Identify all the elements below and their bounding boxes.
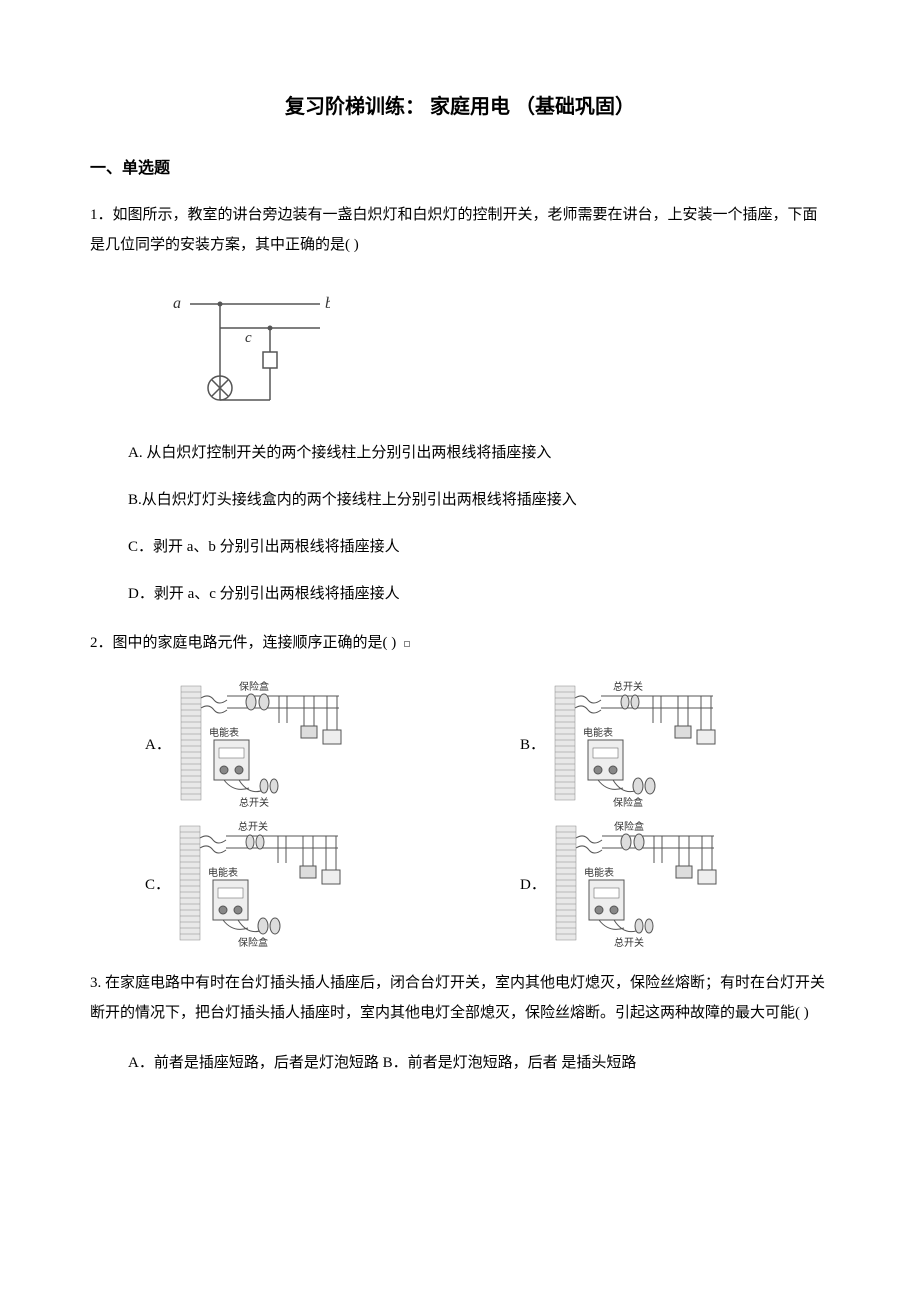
page-title: 复习阶梯训练： 家庭用电 （基础巩固） <box>90 90 830 119</box>
q3-options-ab: A．前者是插座短路，后者是灯泡短路 B．前者是灯泡短路，后者 是插头短路 <box>128 1048 830 1078</box>
q1-option-c: C．剥开 a、b 分别引出两根线将插座接人 <box>128 534 830 561</box>
label-b-text: b <box>325 295 330 312</box>
question-2-text: 2．图中的家庭电路元件，连接顺序正确的是( ) <box>90 628 830 658</box>
svg-text:保险盒: 保险盒 <box>613 796 643 808</box>
q2-diagram-c: 总开关 电能表 保险盒 <box>178 818 348 948</box>
svg-text:电能表: 电能表 <box>209 726 239 739</box>
node-1 <box>218 302 223 307</box>
svg-text:总开关: 总开关 <box>238 820 268 833</box>
svg-text:保险盒: 保险盒 <box>614 820 644 833</box>
q2-letter-b: B． <box>520 733 545 754</box>
q2-text-content: 2．图中的家庭电路元件，连接顺序正确的是( ) <box>90 635 396 651</box>
q2-cell-c: C． 总开关 电能表 保险盒 <box>90 818 460 948</box>
q1-option-d: D．剥开 a、c 分别引出两根线将插座接人 <box>128 581 830 608</box>
q2-letter-a: A． <box>145 733 171 754</box>
q2-cell-a: A． 保险盒 电能表 总开关 <box>90 678 460 808</box>
question-3-text: 3. 在家庭电路中有时在台灯插头插人插座后，闭合台灯开关，室内其他电灯熄灭，保险… <box>90 968 830 1028</box>
q2-letter-c: C． <box>145 873 170 894</box>
svg-text:总开关: 总开关 <box>239 796 269 808</box>
q1-options: A. 从白炽灯控制开关的两个接线柱上分别引出两根线将插座接入 B.从白炽灯灯头接… <box>128 440 830 608</box>
node-2 <box>268 326 273 331</box>
svg-text:保险盒: 保险盒 <box>238 936 268 948</box>
section-header: 一、单选题 <box>90 154 830 178</box>
q2-letter-d: D． <box>520 873 546 894</box>
q1-option-a: A. 从白炽灯控制开关的两个接线柱上分别引出两根线将插座接入 <box>128 440 830 467</box>
q1-option-b: B.从白炽灯灯头接线盒内的两个接线柱上分别引出两根线将插座接入 <box>128 487 830 514</box>
q2-cell-b: B． 总开关 电能表 保险盒 <box>460 678 830 808</box>
q2-diagram-b: 总开关 电能表 保险盒 <box>553 678 723 808</box>
svg-text:总开关: 总开关 <box>613 680 643 693</box>
q2-cell-d: D． 保险盒 电能表 总开关 <box>460 818 830 948</box>
svg-text:保险盒: 保险盒 <box>239 680 269 693</box>
q2-diagram-a: 保险盒 电能表 总开关 <box>179 678 349 808</box>
q2-row-1: A． 保险盒 电能表 总开关 <box>90 678 830 808</box>
svg-text:电能表: 电能表 <box>208 866 238 879</box>
q2-row-2: C． 总开关 电能表 保险盒 <box>90 818 830 948</box>
switch-box <box>263 352 277 368</box>
q2-diagram-d: 保险盒 电能表 总开关 <box>554 818 724 948</box>
label-a-text: a <box>173 295 181 312</box>
q1-circuit-diagram: a b c <box>165 280 830 415</box>
svg-text:电能表: 电能表 <box>584 866 614 879</box>
svg-text:总开关: 总开关 <box>614 936 644 948</box>
small-marker-icon <box>404 641 410 647</box>
svg-text:电能表: 电能表 <box>583 726 613 739</box>
question-1-text: 1．如图所示，教室的讲台旁边装有一盏白炽灯和白炽灯的控制开关，老师需要在讲台，上… <box>90 200 830 260</box>
label-c-text: c <box>245 330 252 346</box>
